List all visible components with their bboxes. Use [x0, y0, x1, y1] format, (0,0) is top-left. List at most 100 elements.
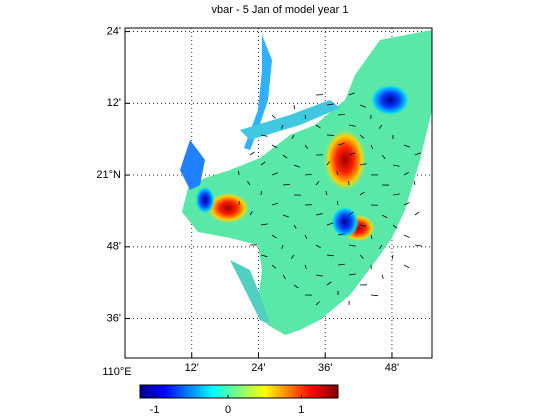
colorbar-tick-label: 1 — [298, 404, 304, 416]
plot-frame — [124, 27, 433, 359]
arrow — [378, 124, 383, 129]
river — [244, 35, 272, 150]
arrow — [290, 254, 295, 259]
chart-title: vbar - 5 Jan of model year 1 — [212, 4, 349, 16]
arrow — [336, 170, 339, 176]
arrow — [280, 124, 284, 130]
arrow — [326, 222, 334, 226]
arrow — [359, 191, 365, 196]
arrow — [282, 154, 288, 159]
x-tick-label: 12' — [185, 362, 199, 374]
arrow — [326, 161, 331, 166]
arrow — [326, 281, 332, 286]
arrow — [326, 103, 334, 106]
arrow — [392, 164, 400, 167]
arrow — [304, 173, 312, 176]
arrow — [260, 161, 266, 166]
arrow — [403, 234, 410, 238]
arrow — [348, 92, 355, 96]
arrow — [336, 200, 339, 206]
arrow — [337, 263, 345, 266]
arrow — [304, 144, 309, 149]
arrow — [293, 284, 299, 289]
velocity-arrows — [238, 92, 422, 306]
arrow — [282, 214, 290, 218]
arrow — [291, 134, 295, 140]
arrow — [359, 104, 366, 108]
arrow — [414, 152, 421, 156]
arrow — [249, 151, 255, 156]
arrow — [293, 224, 297, 229]
x-tick-label: 36' — [318, 362, 332, 374]
y-tick-label: 48' — [107, 241, 121, 253]
arrow — [348, 152, 356, 156]
x-tick-label: 24' — [251, 362, 265, 374]
arrow — [379, 244, 383, 249]
arrow — [359, 254, 364, 259]
arrow — [414, 244, 422, 247]
colorbar-tick-label: -1 — [150, 404, 160, 416]
arrow — [348, 211, 354, 216]
arrow — [260, 223, 268, 226]
arrow — [271, 172, 278, 176]
cold-spot — [370, 84, 410, 116]
arrow — [260, 254, 268, 258]
arrow — [370, 234, 373, 240]
arrow — [304, 234, 308, 240]
arrow — [413, 180, 416, 186]
arrow — [337, 114, 345, 116]
arrow — [392, 193, 400, 196]
river — [230, 260, 270, 325]
river — [180, 140, 205, 190]
x-tick-label: 48' — [385, 362, 399, 374]
arrow — [381, 214, 388, 219]
arrow — [282, 183, 290, 186]
y-tick-label: 36' — [107, 312, 121, 324]
arrow — [359, 134, 365, 139]
arrow — [370, 144, 374, 150]
arrow — [359, 163, 367, 166]
arrow — [403, 144, 411, 148]
hot-spot — [206, 192, 250, 224]
arrow — [381, 274, 384, 280]
arrow — [403, 171, 410, 176]
arrow — [348, 273, 356, 276]
arrow — [337, 142, 345, 146]
arrow — [414, 211, 420, 216]
arrow — [359, 224, 367, 227]
arrow — [304, 264, 307, 270]
arrow — [271, 114, 276, 119]
arrow — [315, 244, 321, 249]
colorbar-tick-label: 0 — [225, 404, 231, 416]
arrow — [249, 211, 253, 216]
arrow — [391, 254, 394, 260]
arrow — [392, 224, 398, 229]
arrow — [271, 234, 277, 239]
arrow — [271, 144, 278, 149]
cold-spot — [195, 186, 215, 214]
river — [240, 100, 340, 140]
arrow — [315, 181, 320, 186]
arrow — [381, 154, 386, 159]
arrow — [281, 244, 284, 250]
cold-spot — [331, 206, 359, 238]
arrow — [337, 233, 345, 236]
arrow — [403, 202, 410, 206]
arrow — [315, 301, 320, 306]
y-tick-label: 12' — [107, 97, 121, 109]
colorbar — [139, 384, 339, 399]
arrow — [348, 124, 356, 127]
arrow — [304, 114, 307, 120]
x-tick-label: 110°E — [102, 366, 131, 378]
arrow — [282, 274, 286, 279]
arrow — [315, 274, 323, 277]
arrow — [260, 190, 262, 196]
arrow — [247, 181, 251, 186]
arrow — [325, 190, 328, 196]
arrow — [348, 244, 356, 247]
model-field — [180, 30, 432, 335]
arrow — [315, 124, 321, 129]
arrow — [271, 202, 279, 206]
domain — [182, 30, 432, 335]
